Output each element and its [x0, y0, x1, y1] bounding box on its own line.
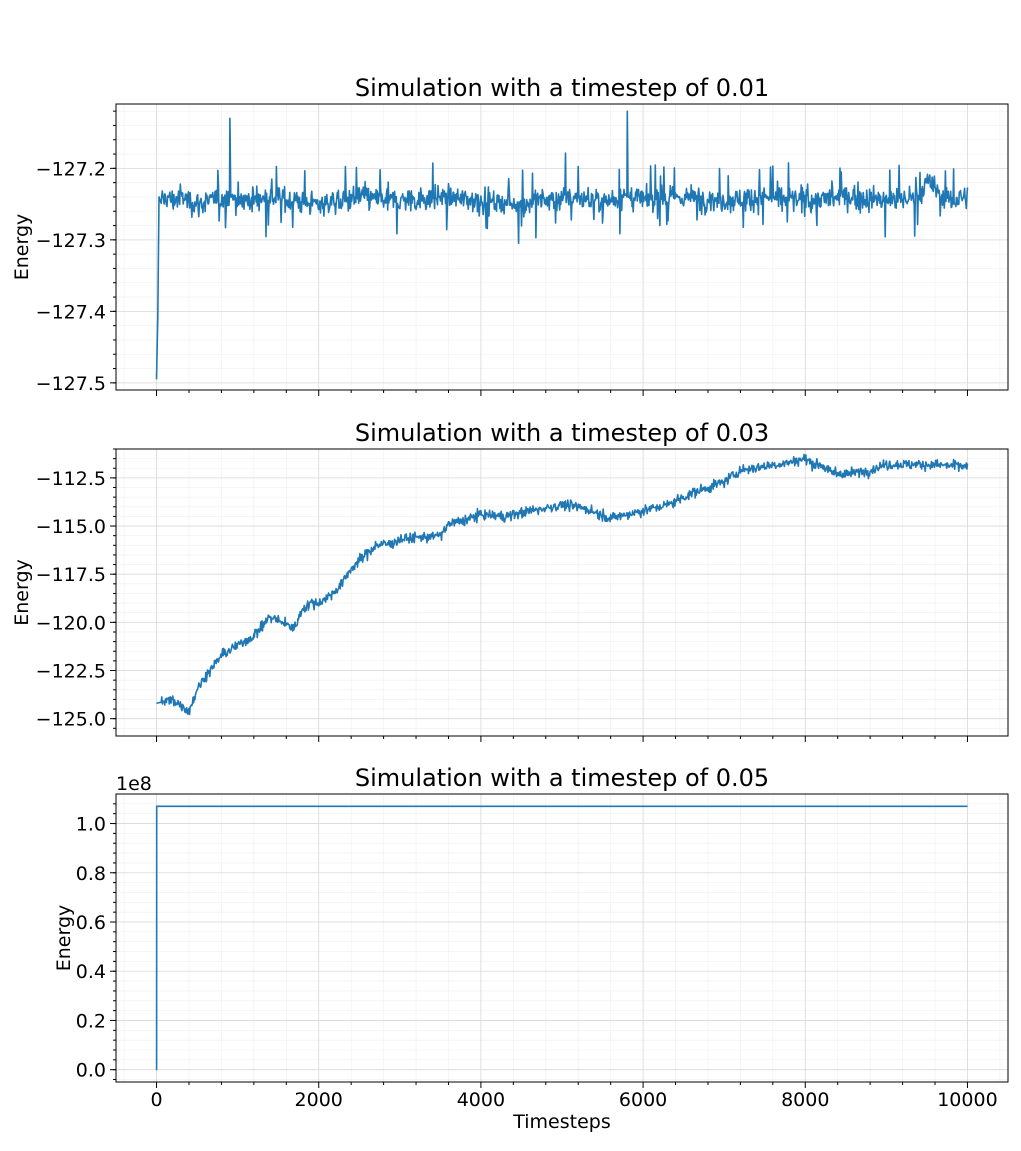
- energy-series-line: [156, 453, 969, 716]
- y-offset-text: 1e8: [116, 773, 152, 795]
- y-tick-label: −122.5: [36, 661, 106, 683]
- panel-title: Simulation with a timestep of 0.01: [355, 74, 769, 102]
- y-tick-label: −115.0: [36, 516, 106, 538]
- axes-frame: [115, 103, 1009, 391]
- y-tick-label: −117.5: [36, 564, 106, 586]
- panel-2: −125.0 −122.5 −120.0 −117.5 −115.0 −112.5 Simu…: [11, 419, 1009, 742]
- x-tick-label: 4000: [457, 1089, 505, 1111]
- y-tick-label: −127.5: [36, 373, 106, 395]
- panel-3: 0 2000 4000 6000 8000 10000 0.0 0.2 0.4 0.6 0.8 1.0…: [53, 764, 1009, 1133]
- x-tick-label: 8000: [781, 1089, 829, 1111]
- y-tick-label: −112.5: [36, 468, 106, 490]
- y-tick-label: 0.2: [76, 1010, 106, 1032]
- y-tick-label: −127.2: [36, 158, 106, 180]
- axes-frame: [115, 793, 1009, 1083]
- x-tick-label: 2000: [295, 1089, 343, 1111]
- axes-frame: [115, 448, 1009, 737]
- y-tick-label: 1.0: [76, 814, 106, 836]
- energy-series-line: [155, 805, 968, 1071]
- y-tick-label: 0.0: [76, 1060, 106, 1082]
- panel-1: −127.5 −127.4 −127.3 −127.2 Simulation with …: [11, 74, 1009, 396]
- y-axis-label: Energy: [11, 214, 33, 281]
- y-tick-label: 0.8: [76, 863, 106, 885]
- x-tick-label: 6000: [619, 1089, 667, 1111]
- y-tick-label: 0.4: [76, 961, 106, 983]
- y-tick-label: −127.3: [36, 230, 106, 252]
- y-tick-label: 0.6: [76, 912, 106, 934]
- y-axis-label: Energy: [11, 559, 33, 626]
- y-tick-label: −127.4: [36, 301, 106, 323]
- x-tick-label: 0: [150, 1089, 162, 1111]
- y-tick-label: −120.0: [36, 612, 106, 634]
- y-tick-label: −125.0: [36, 709, 106, 731]
- panel-title: Simulation with a timestep of 0.05: [355, 764, 769, 792]
- x-axis-label: Timesteps: [512, 1111, 611, 1133]
- panel-title: Simulation with a timestep of 0.03: [355, 419, 769, 447]
- y-axis-label: Energy: [53, 905, 75, 972]
- x-tick-label: 10000: [937, 1089, 997, 1111]
- energy-series-line: [155, 110, 969, 380]
